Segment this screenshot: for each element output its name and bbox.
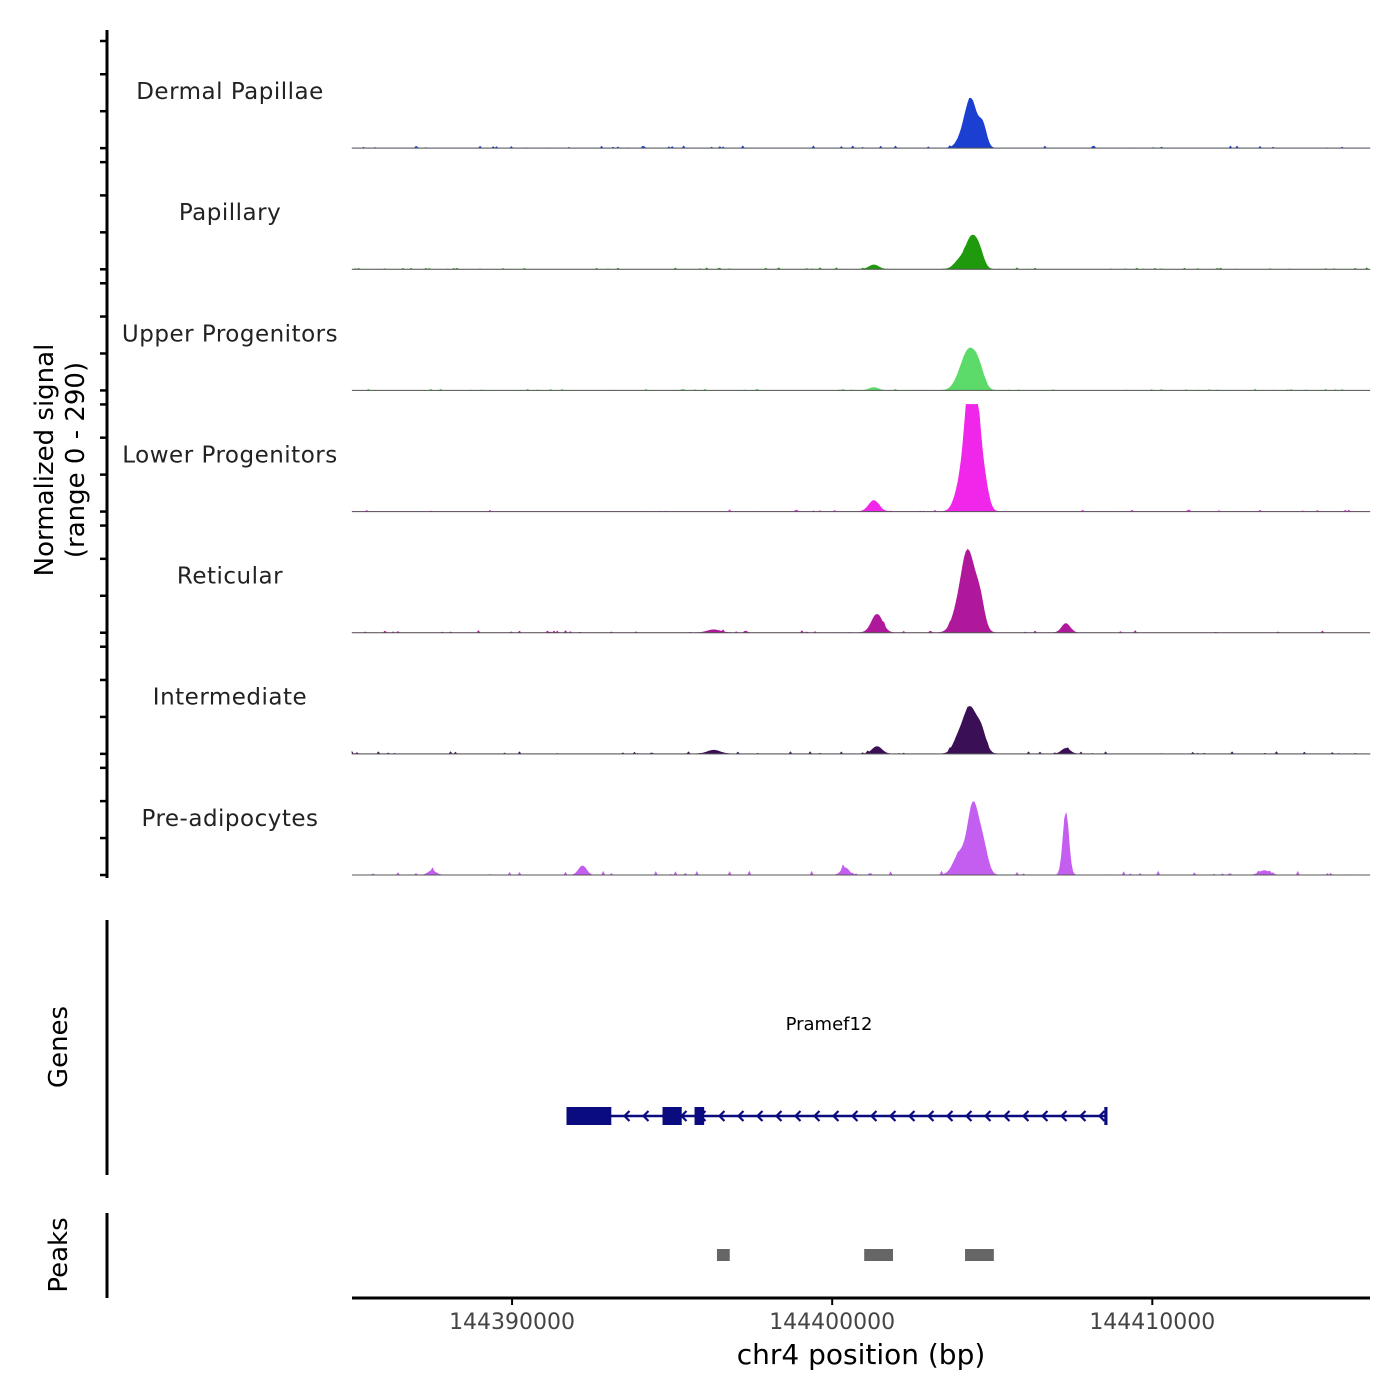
track-label: Upper Progenitors [122, 321, 338, 347]
strand-arrow [1078, 1110, 1087, 1122]
strand-arrow [736, 1110, 745, 1122]
strand-arrow [869, 1110, 878, 1122]
coverage-area [351, 548, 1371, 634]
peaks-panel: Peaks [44, 1213, 994, 1298]
strand-arrow [717, 1110, 726, 1122]
coverage-area [351, 404, 1371, 513]
genes-panel-label: Genes [44, 1006, 74, 1088]
track-label: Lower Progenitors [122, 442, 337, 468]
gene-exon [694, 1107, 705, 1125]
strand-arrow [888, 1110, 897, 1122]
gene-models: Pramef12 [566, 1014, 1108, 1125]
x-tick-label: 144400000 [769, 1310, 895, 1335]
gene-pramef12: Pramef12 [566, 1014, 1108, 1125]
y-axis-label-line2: (range 0 - 290) [61, 362, 91, 558]
coverage-area [351, 706, 1371, 755]
strand-arrow [793, 1110, 802, 1122]
strand-arrow [907, 1110, 916, 1122]
peaks-panel-label: Peaks [44, 1217, 74, 1292]
track-label: Dermal Papillae [136, 79, 324, 105]
track-pre-adipocytes: Pre-adipocytes [141, 801, 1370, 876]
strand-arrow [812, 1110, 821, 1122]
strand-arrow [755, 1110, 764, 1122]
track-label: Reticular [177, 564, 283, 590]
genes-panel: Genes Pramef12 [44, 920, 1108, 1175]
track-label: Pre-adipocytes [141, 806, 318, 832]
peak-boxes [716, 1249, 994, 1261]
gene-name-label: Pramef12 [786, 1014, 873, 1035]
strand-arrow [641, 1110, 650, 1122]
x-ticks: 144390000 144400000 144410000 [449, 1298, 1215, 1335]
track-intermediate: Intermediate [153, 685, 1371, 755]
strand-arrow [983, 1110, 992, 1122]
coverage-area [352, 801, 1370, 876]
strand-arrow [926, 1110, 935, 1122]
track-papillary: Papillary [179, 200, 1371, 270]
gene-exon [662, 1107, 682, 1125]
peak-box [864, 1249, 894, 1261]
gene-exon [1104, 1107, 1108, 1125]
y-axis-label-line1: Normalized signal [30, 344, 60, 577]
peak-box [716, 1249, 730, 1261]
track-reticular: Reticular [177, 548, 1371, 634]
coverage-y-axis [100, 30, 109, 878]
track-lower-progenitors: Lower Progenitors [122, 404, 1371, 513]
coverage-area [351, 234, 1371, 270]
coverage-area [351, 347, 1371, 391]
strand-arrow [1097, 1110, 1106, 1122]
strand-arrow [964, 1110, 973, 1122]
x-tick-label: 144390000 [449, 1310, 575, 1335]
x-axis-title: chr4 position (bp) [737, 1338, 986, 1371]
strand-arrow [850, 1110, 859, 1122]
track-dermal-papillae: Dermal Papillae [136, 79, 1371, 149]
gene-exon [566, 1107, 612, 1125]
coverage-area [351, 97, 1371, 149]
strand-arrow [1040, 1110, 1049, 1122]
track-label: Papillary [179, 200, 281, 226]
track-upper-progenitors: Upper Progenitors [122, 321, 1371, 391]
strand-arrow [831, 1110, 840, 1122]
coverage-tracks: Dermal Papillae Papillary Upper Progenitor… [122, 79, 1371, 876]
strand-arrow [1059, 1110, 1068, 1122]
strand-arrow [774, 1110, 783, 1122]
track-label: Intermediate [153, 685, 307, 711]
strand-arrow [622, 1110, 631, 1122]
x-tick-label: 144410000 [1089, 1310, 1215, 1335]
peak-box [965, 1249, 994, 1261]
x-axis: 144390000 144400000 144410000 chr4 positio… [352, 1296, 1370, 1371]
strand-arrow [1021, 1110, 1030, 1122]
strand-arrow [945, 1110, 954, 1122]
strand-arrow [1002, 1110, 1011, 1122]
